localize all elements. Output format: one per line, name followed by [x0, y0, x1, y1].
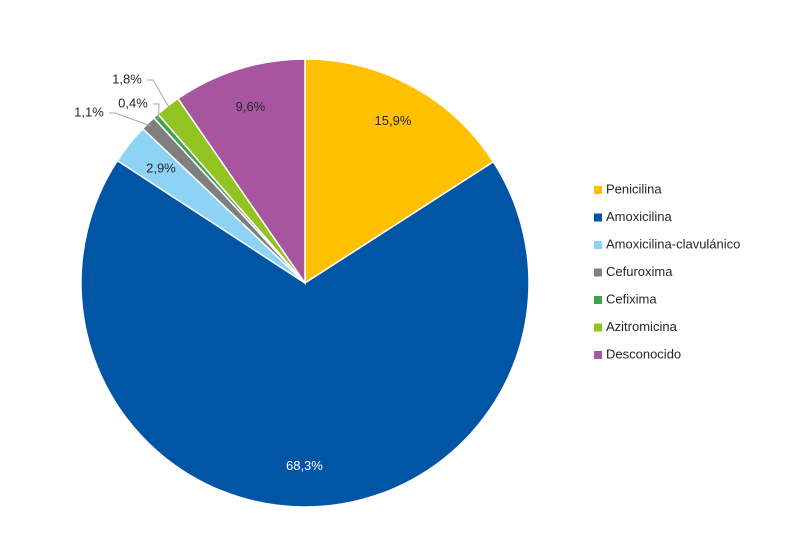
data-label: 0,4%	[118, 95, 148, 110]
legend-label: Amoxicilina	[606, 209, 673, 224]
pie-slice	[304, 58, 495, 285]
pie-slice	[80, 159, 530, 508]
legend-swatch	[594, 323, 602, 332]
legend-swatch	[594, 213, 602, 222]
legend-swatch	[594, 296, 602, 304]
legend-label: Penicilina	[606, 181, 662, 196]
data-label: 9,6%	[236, 99, 266, 114]
leader-line	[109, 112, 152, 127]
leader-line	[147, 79, 171, 110]
legend-label: Cefuroxima	[606, 264, 673, 279]
legend-swatch	[594, 186, 602, 194]
pie-slice	[176, 58, 306, 286]
data-label: 15,9%	[375, 113, 412, 128]
legend-swatch	[594, 241, 602, 249]
legend-label: Cefixima	[606, 291, 657, 306]
legend-swatch	[594, 268, 602, 277]
data-label: 68,3%	[286, 458, 323, 473]
data-label: 1,8%	[112, 71, 142, 86]
leader-line	[153, 103, 160, 119]
legend-label: Azitromicina	[606, 319, 678, 334]
legend-label: Amoxicilina-clavulánico	[606, 236, 740, 251]
legend-label: Desconocido	[606, 346, 681, 361]
data-label: 2,9%	[146, 160, 176, 175]
data-label: 1,1%	[74, 104, 104, 119]
legend-swatch	[594, 351, 602, 359]
